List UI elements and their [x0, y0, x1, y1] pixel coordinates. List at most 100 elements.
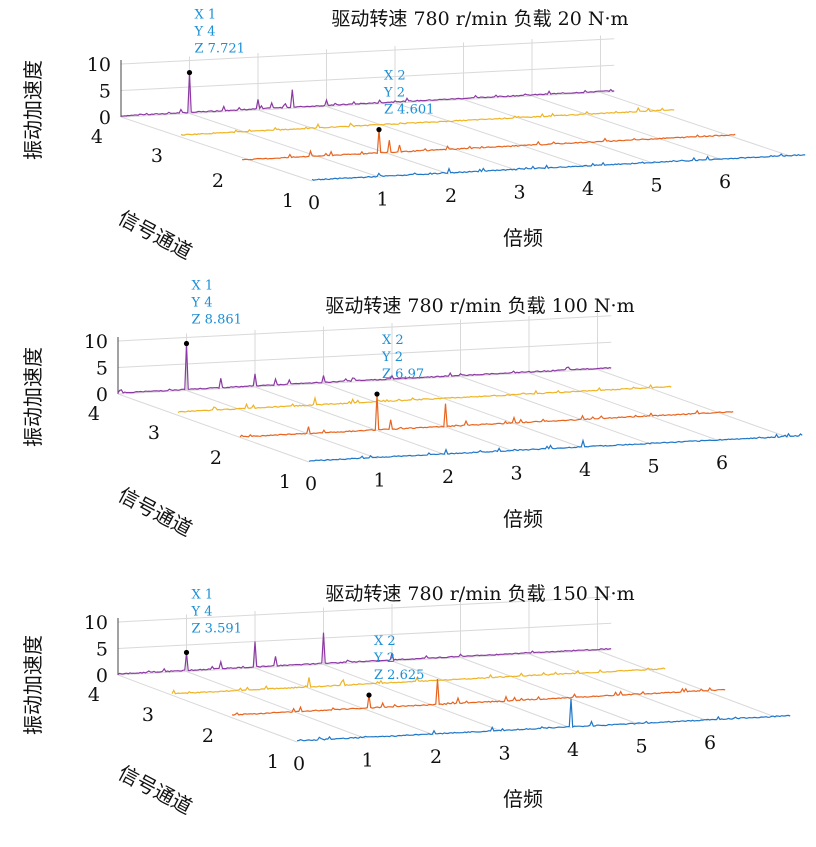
datatip-x: X 2	[384, 69, 406, 84]
series-trace-channel-2	[231, 678, 726, 716]
x-tick-label: 2	[442, 466, 454, 488]
grid-line	[117, 674, 298, 743]
datatip-marker[interactable]	[186, 69, 193, 76]
datatip-x: X 1	[192, 279, 214, 294]
datatip-x: X 2	[374, 634, 396, 649]
grid-line	[597, 650, 777, 718]
z-axis-label: 振动加速度	[21, 60, 45, 160]
x-tick-label: 4	[582, 178, 594, 200]
grid-line	[326, 106, 518, 171]
z-tick-label: 5	[96, 358, 108, 380]
y-tick-label: 1	[267, 751, 279, 773]
z-tick-label: 0	[99, 107, 111, 129]
grid-line	[528, 372, 721, 442]
grid-line	[254, 667, 435, 736]
z-axis-label: 振动加速度	[21, 635, 45, 735]
x-tick-label: 6	[719, 171, 731, 193]
datatip-y: Y 4	[191, 296, 213, 311]
datatip-y: Y 2	[381, 350, 403, 365]
datatip-y: Y 4	[191, 604, 213, 619]
series-trace-channel-1	[311, 153, 806, 181]
datatip-marker[interactable]	[374, 391, 380, 397]
datatip-z: Z 6.97	[382, 367, 424, 382]
grid-line	[117, 341, 612, 368]
grid-line	[257, 109, 450, 175]
z-tick-label: 0	[96, 665, 108, 687]
y-tick-label: 4	[91, 126, 103, 148]
x-tick-label: 0	[293, 753, 305, 775]
datatip-y: Y 4	[194, 25, 216, 40]
z-tick-label: 5	[99, 81, 111, 103]
datatip-marker[interactable]	[183, 340, 190, 347]
grid-line	[394, 102, 587, 168]
grid-line	[117, 393, 310, 463]
y-tick-label: 4	[88, 684, 100, 706]
y-tick-label: 4	[88, 403, 100, 425]
datatip-marker[interactable]	[183, 649, 190, 656]
grid-line	[528, 653, 709, 722]
grid-line	[117, 368, 612, 395]
x-axis-label: 倍频	[503, 226, 543, 250]
y-tick-label: 3	[142, 704, 154, 726]
series-trace-channel-3	[177, 384, 672, 413]
grid-line	[189, 113, 381, 178]
grid-line	[531, 95, 724, 161]
grid-line	[391, 660, 572, 729]
datatip-z: Z 4.601	[384, 103, 434, 118]
waterfall-panel-1: X 1 Y 4 Z 7.721 X 2 Y 2 Z 4.601 驱动转速 780 r/min…	[21, 8, 806, 264]
grid-line	[117, 649, 612, 676]
grid-line	[120, 91, 615, 118]
x-tick-label: 5	[650, 175, 662, 197]
datatip-z: Z 2.625	[374, 668, 424, 683]
x-axis-label: 倍频	[503, 787, 543, 811]
z-tick-label: 10	[87, 54, 111, 76]
waterfall-panel-2: X 1 Y 4 Z 8.861 X 2 Y 2 Z 6.97 驱动转速 780 r/min …	[21, 279, 803, 541]
z-tick-label: 5	[96, 639, 108, 661]
series-trace-channel-4	[120, 72, 615, 117]
grid-line	[120, 64, 615, 91]
series-trace-channel-4	[117, 632, 612, 675]
y-tick-label: 2	[212, 170, 224, 192]
x-tick-label: 5	[635, 736, 647, 758]
series-trace-channel-1	[296, 698, 791, 742]
chart-title: 驱动转速 780 r/min 负载 100 N·m	[325, 295, 634, 317]
grid-line	[323, 383, 515, 452]
x-tick-label: 6	[716, 452, 728, 474]
grid-line	[463, 99, 655, 164]
datatip-y: Y 2	[373, 651, 395, 666]
x-axis-label: 倍频	[503, 507, 543, 531]
datatip-x: X 1	[192, 587, 214, 602]
x-tick-label: 1	[361, 750, 373, 772]
y-tick-label: 1	[279, 471, 291, 493]
grid-line	[120, 116, 313, 182]
grid-line	[254, 386, 447, 456]
x-tick-label: 1	[373, 470, 385, 492]
z-tick-label: 10	[84, 331, 108, 353]
y-axis-label: 信号通道	[114, 482, 196, 541]
chart-title: 驱动转速 780 r/min 负载 150 N·m	[325, 583, 634, 605]
series-trace-channel-2	[239, 394, 734, 438]
x-tick-label: 3	[513, 182, 525, 204]
x-tick-label: 3	[510, 463, 522, 485]
series-trace-channel-3	[180, 106, 675, 136]
datatip-z: Z 3.591	[192, 621, 242, 636]
datatip-z: Z 7.721	[195, 42, 245, 57]
y-tick-label: 3	[148, 422, 160, 444]
series-trace-channel-4	[117, 343, 612, 394]
series-trace-channel-1	[308, 432, 803, 462]
datatip-x: X 1	[195, 8, 217, 23]
datatip-z: Z 8.861	[192, 313, 242, 328]
x-tick-label: 2	[445, 185, 457, 207]
x-tick-label: 3	[498, 743, 510, 765]
x-tick-label: 6	[704, 732, 716, 754]
z-tick-label: 10	[84, 612, 108, 634]
datatip-marker[interactable]	[366, 692, 372, 698]
datatip-marker[interactable]	[376, 127, 382, 133]
chart-title: 驱动转速 780 r/min 负载 20 N·m	[331, 8, 628, 30]
datatip-y: Y 2	[383, 86, 405, 101]
x-tick-label: 5	[647, 456, 659, 478]
z-axis-label: 振动加速度	[21, 347, 45, 447]
datatip-x: X 2	[382, 333, 404, 348]
y-tick-label: 2	[202, 725, 214, 747]
grid-line	[597, 369, 789, 438]
